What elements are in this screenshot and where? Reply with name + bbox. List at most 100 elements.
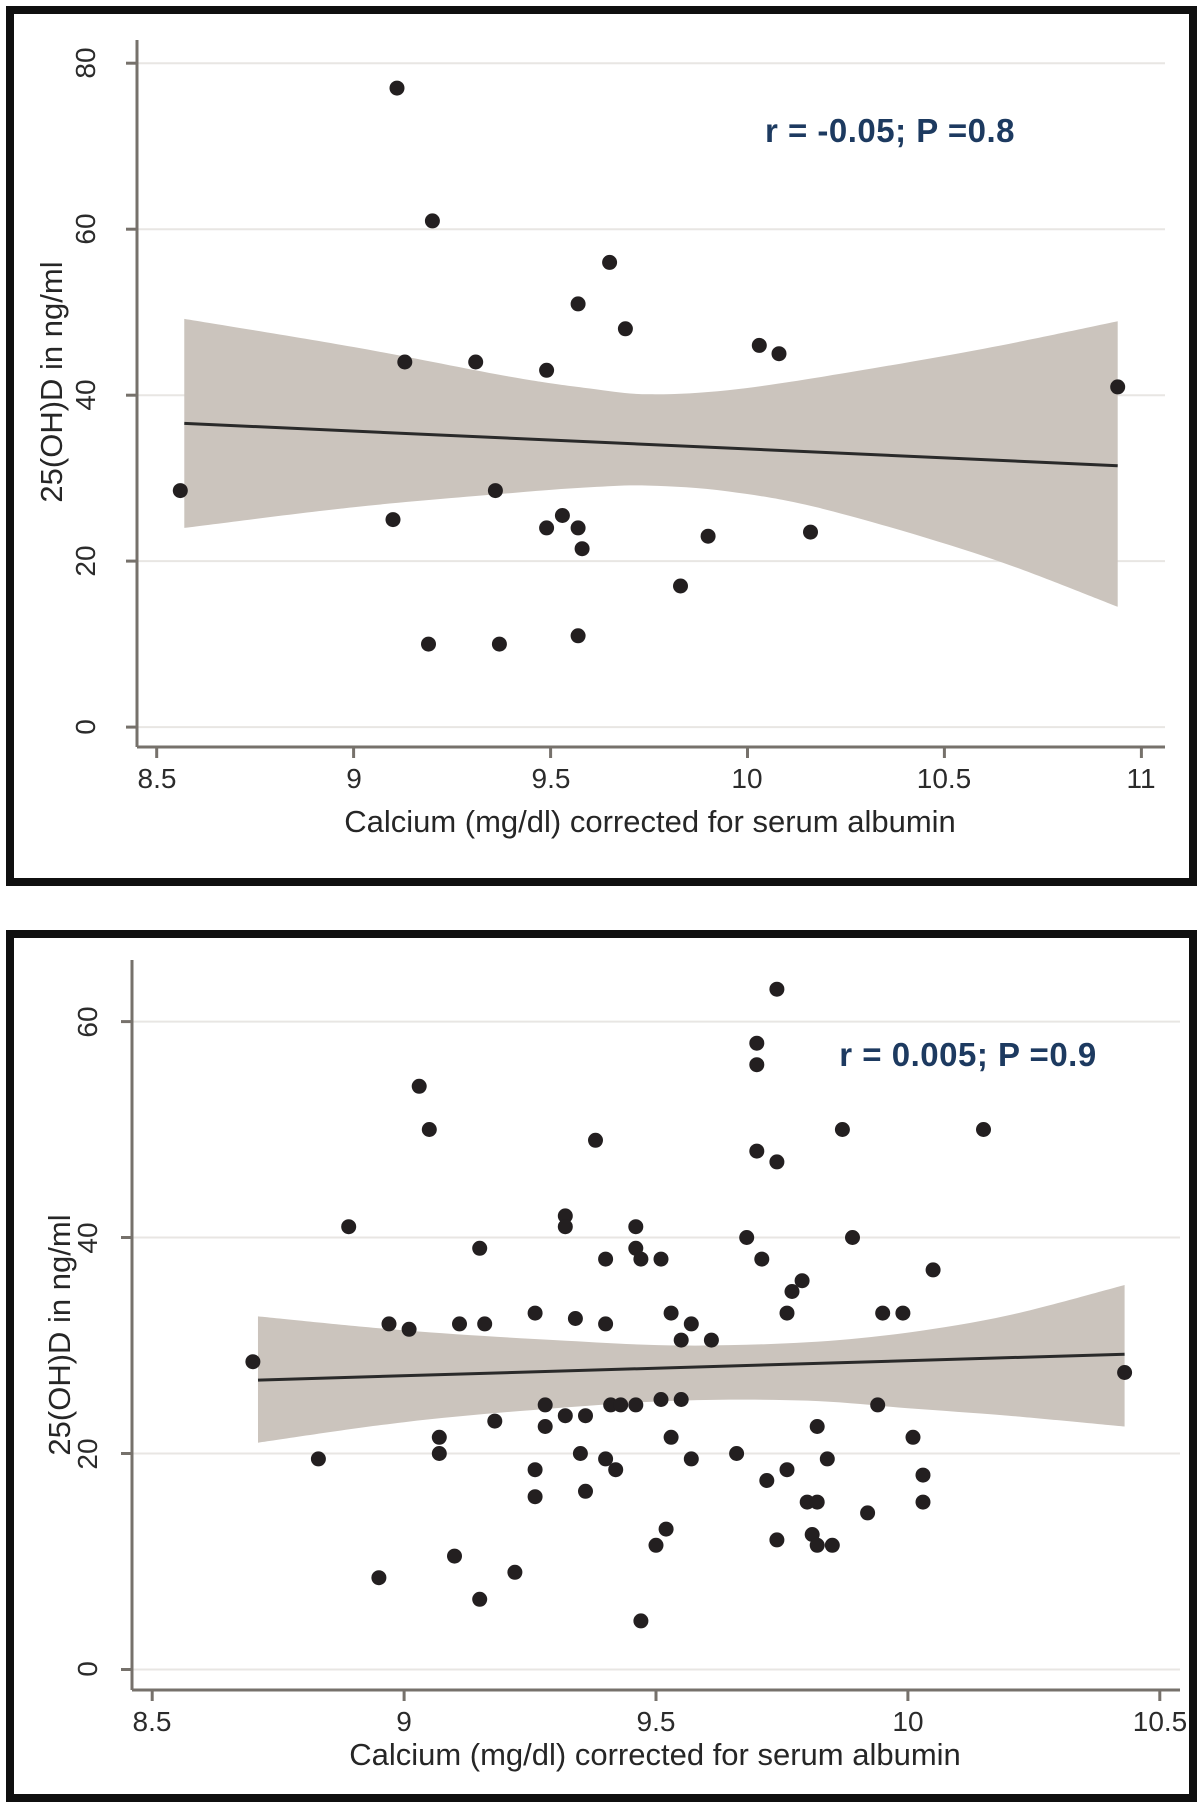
data-point <box>431 1446 447 1461</box>
data-point <box>574 541 590 557</box>
y-tick-label: 60 <box>72 1006 103 1038</box>
data-point <box>784 1284 800 1299</box>
scatter-plot-canvas-bottom <box>121 960 1180 1701</box>
y-tick-label: 0 <box>72 1661 103 1677</box>
correlation-annotation: r = 0.005; P =0.9 <box>839 1036 1097 1073</box>
data-point <box>602 254 618 270</box>
data-point <box>245 1354 261 1370</box>
data-point <box>472 1591 488 1607</box>
data-point <box>834 1122 850 1137</box>
data-point <box>663 1305 679 1321</box>
x-tick-label: 11 <box>1126 763 1156 794</box>
data-point <box>915 1467 931 1483</box>
data-point <box>477 1316 493 1332</box>
data-point <box>424 213 440 229</box>
data-point <box>452 1316 467 1332</box>
data-point <box>925 1262 941 1278</box>
data-point <box>557 1208 573 1224</box>
data-point <box>779 1305 795 1321</box>
data-point <box>537 1419 553 1434</box>
data-point <box>683 1316 699 1332</box>
data-point <box>539 362 555 378</box>
fit-line <box>257 1352 1125 1382</box>
data-point <box>803 524 818 540</box>
data-point <box>875 1305 891 1321</box>
data-point <box>683 1451 699 1467</box>
data-point <box>809 1537 825 1553</box>
data-point <box>557 1219 573 1235</box>
data-point <box>447 1548 462 1564</box>
data-point <box>527 1305 543 1321</box>
data-point <box>371 1570 387 1586</box>
correlation-annotation: r = -0.05; P =0.8 <box>764 112 1016 149</box>
data-point <box>381 1316 397 1332</box>
data-point <box>824 1537 840 1553</box>
x-tick-label: 8.5 <box>137 763 177 794</box>
data-point <box>895 1305 911 1321</box>
data-point <box>749 1143 765 1159</box>
data-point <box>751 337 767 353</box>
data-point <box>905 1429 921 1445</box>
x-axis-title: Calcium (mg/dl) corrected for serum albu… <box>344 804 956 839</box>
data-point <box>507 1564 523 1580</box>
data-point <box>769 1532 785 1548</box>
x-tick-label: 9 <box>396 1706 412 1737</box>
y-tick-label: 60 <box>70 213 101 245</box>
y-tick-label: 40 <box>72 1222 103 1254</box>
x-tick-label: 10 <box>731 763 763 794</box>
data-point <box>539 520 555 536</box>
confidence-band <box>184 318 1118 607</box>
data-point <box>673 1332 689 1348</box>
data-point <box>794 1273 810 1289</box>
data-point <box>598 1316 614 1332</box>
data-point <box>628 1397 644 1413</box>
confidence-band <box>257 1285 1125 1443</box>
fit-line <box>184 421 1118 468</box>
data-point <box>487 1413 503 1429</box>
data-point <box>845 1230 860 1245</box>
x-tick-label: 9.5 <box>531 763 571 794</box>
data-point <box>1110 379 1126 395</box>
data-point <box>653 1392 669 1407</box>
data-point <box>617 321 633 337</box>
data-point <box>779 1462 795 1478</box>
data-point <box>472 1240 488 1256</box>
data-point <box>578 1408 593 1424</box>
scatter-panel-top: 25(OH)D in ng/ml Calcium (mg/dl) correct… <box>6 6 1197 886</box>
data-point <box>385 512 401 528</box>
y-tick-label: 40 <box>70 379 101 411</box>
data-point <box>570 628 586 644</box>
data-point <box>628 1219 644 1235</box>
data-point <box>557 1408 573 1424</box>
data-point <box>771 346 787 362</box>
x-tick-label: 10 <box>892 1706 924 1737</box>
data-point <box>401 1321 417 1337</box>
data-point <box>769 981 785 997</box>
data-point <box>598 1451 614 1467</box>
x-tick-label: 9.5 <box>636 1706 676 1737</box>
data-point <box>527 1489 543 1505</box>
data-point <box>431 1429 447 1445</box>
x-tick-label: 8.5 <box>132 1706 172 1737</box>
data-point <box>809 1494 825 1510</box>
data-point <box>613 1397 629 1413</box>
data-point <box>572 1446 588 1461</box>
data-point <box>870 1397 886 1413</box>
data-point <box>769 1154 785 1170</box>
y-axis-title: 25(OH)D in ng/ml <box>34 261 69 503</box>
data-point <box>588 1132 603 1148</box>
data-point <box>570 296 586 312</box>
x-axis-title: Calcium (mg/dl) corrected for serum albu… <box>349 1737 961 1772</box>
data-point <box>976 1122 991 1137</box>
data-point <box>310 1451 326 1467</box>
data-point <box>608 1462 624 1478</box>
data-point <box>468 354 484 370</box>
data-point <box>567 1311 583 1326</box>
data-point <box>749 1057 765 1073</box>
data-point <box>819 1451 835 1467</box>
data-point <box>860 1505 876 1521</box>
data-point <box>703 1332 719 1348</box>
data-point <box>421 636 436 652</box>
data-point <box>809 1419 825 1434</box>
